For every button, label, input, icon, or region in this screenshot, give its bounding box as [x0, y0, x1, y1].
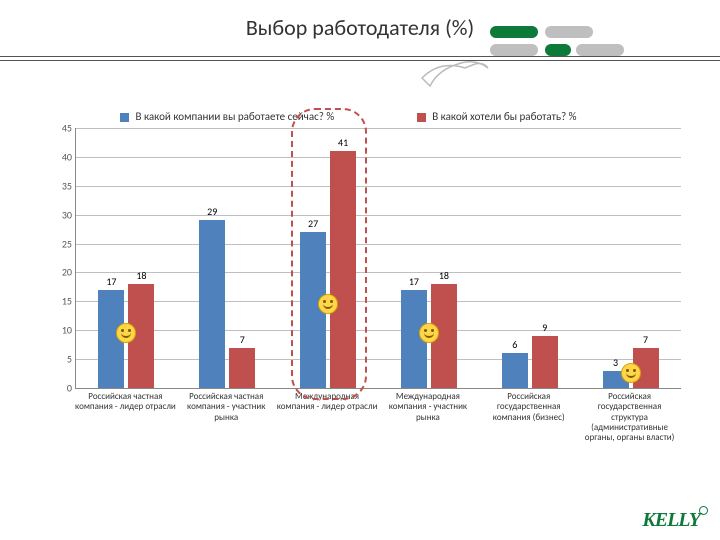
- decorative-squares: [490, 18, 690, 58]
- kelly-logo: KELLY: [642, 509, 700, 532]
- legend: В какой компании вы работаете сейчас? % …: [120, 110, 680, 123]
- y-tick: 15: [50, 295, 72, 308]
- x-label: Российская государственная компания (биз…: [478, 392, 579, 423]
- bar-value: 18: [431, 269, 457, 282]
- y-tick: 30: [50, 208, 72, 221]
- slide: Выбор работодателя (%) В какой компании …: [0, 0, 720, 540]
- bar-value: 9: [532, 321, 558, 334]
- bar: [199, 220, 225, 388]
- y-tick: 10: [50, 324, 72, 337]
- smiley-icon: [621, 363, 641, 383]
- legend-label-2: В какой хотели бы работать? %: [432, 110, 576, 123]
- divider: [0, 60, 720, 61]
- swoosh-icon: [420, 58, 490, 88]
- smiley-icon: [419, 323, 439, 343]
- bar-value: 18: [128, 269, 154, 282]
- x-label: Российская частная компания - лидер отра…: [75, 392, 176, 413]
- y-tick: 35: [50, 179, 72, 192]
- bar-value: 7: [229, 333, 255, 346]
- bar: [502, 353, 528, 388]
- x-label: Российская государственная структура (ад…: [579, 392, 680, 444]
- bar-chart: 1718297274117186937 051015202530354045 Р…: [50, 128, 680, 468]
- bar-value: 17: [401, 275, 427, 288]
- y-tick: 45: [50, 122, 72, 135]
- legend-swatch-1: [120, 113, 129, 122]
- x-label: Международная компания - участник рынка: [378, 392, 479, 423]
- y-tick: 0: [50, 382, 72, 395]
- y-tick: 5: [50, 353, 72, 366]
- y-tick: 40: [50, 150, 72, 163]
- divider: [0, 56, 720, 57]
- bar: [229, 348, 255, 388]
- y-tick: 25: [50, 237, 72, 250]
- bar-value: 17: [98, 275, 124, 288]
- legend-item-2: В какой хотели бы работать? %: [417, 110, 577, 123]
- highlight-dash: [291, 108, 367, 400]
- bar-value: 7: [633, 333, 659, 346]
- y-tick: 20: [50, 266, 72, 279]
- legend-swatch-2: [417, 113, 426, 122]
- bar: [532, 336, 558, 388]
- bar-value: 6: [502, 338, 528, 351]
- bar-value: 29: [199, 205, 225, 218]
- plot-area: 1718297274117186937: [75, 128, 681, 389]
- x-label: Российская частная компания - участник р…: [176, 392, 277, 423]
